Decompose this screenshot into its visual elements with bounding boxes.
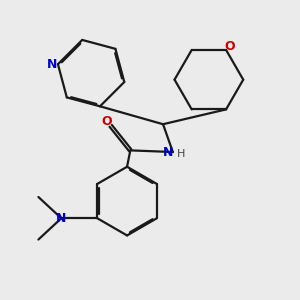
Text: O: O	[224, 40, 235, 53]
Text: N: N	[163, 146, 173, 158]
Text: O: O	[101, 116, 112, 128]
Text: N: N	[56, 212, 67, 225]
Text: N: N	[47, 58, 57, 71]
Text: H: H	[177, 149, 185, 159]
